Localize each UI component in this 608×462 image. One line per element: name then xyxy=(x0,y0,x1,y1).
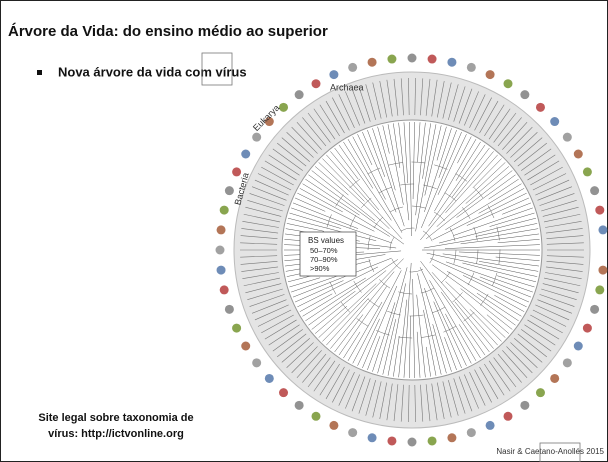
virus-icon xyxy=(574,150,583,159)
virus-icon xyxy=(217,266,226,275)
virus-icon xyxy=(329,421,338,430)
virus-icon xyxy=(295,401,304,410)
virus-icon xyxy=(329,70,338,79)
virus-icon xyxy=(598,266,607,275)
virus-icon xyxy=(225,305,234,314)
archaea-label: Archaea xyxy=(330,82,364,92)
virus-icon xyxy=(295,90,304,99)
virus-icon xyxy=(583,324,592,333)
virus-icon xyxy=(348,428,357,437)
virus-icon xyxy=(590,186,599,195)
virus-icon xyxy=(387,436,396,445)
virus-icon xyxy=(265,374,274,383)
legend-item: >90% xyxy=(310,264,330,273)
virus-icon xyxy=(216,246,225,255)
virus-icon xyxy=(232,324,241,333)
virus-icon xyxy=(595,285,604,294)
footnote-line: Site legal sobre taxonomia de xyxy=(38,412,193,424)
virus-icon xyxy=(312,79,321,88)
virus-icon xyxy=(428,436,437,445)
virus-icon xyxy=(252,358,261,367)
virus-icon xyxy=(252,133,261,142)
virus-icon xyxy=(368,58,377,67)
footnote-line: vírus: http://ictvonline.org xyxy=(48,428,184,440)
virus-icon xyxy=(504,79,513,88)
bullet-marker xyxy=(37,70,42,75)
virus-icon xyxy=(504,412,513,421)
virus-icon xyxy=(348,63,357,72)
virus-icon xyxy=(467,428,476,437)
credit: Nasir & Caetano-Anollés 2015 xyxy=(496,447,604,456)
virus-icon xyxy=(447,433,456,442)
virus-icon xyxy=(241,342,250,351)
legend-title: BS values xyxy=(308,236,344,245)
virus-icon xyxy=(225,186,234,195)
virus-icon xyxy=(312,412,321,421)
virus-icon xyxy=(368,433,377,442)
virus-icon xyxy=(520,90,529,99)
virus-icon xyxy=(279,388,288,397)
virus-icon xyxy=(563,358,572,367)
virus-icon xyxy=(595,206,604,215)
legend-item: 70–90% xyxy=(310,255,338,264)
virus-icon xyxy=(590,305,599,314)
virus-icon xyxy=(408,438,417,447)
virus-icon xyxy=(598,225,607,234)
virus-icon xyxy=(520,401,529,410)
virus-icon xyxy=(563,133,572,142)
virus-icon xyxy=(486,70,495,79)
bullet-text: Nova árvore da vida com vírus xyxy=(58,64,247,79)
virus-icon xyxy=(217,225,226,234)
slide-title: Árvore da Vida: do ensino médio ao super… xyxy=(8,23,328,40)
virus-icon xyxy=(550,374,559,383)
virus-icon xyxy=(467,63,476,72)
virus-icon xyxy=(220,285,229,294)
virus-icon xyxy=(387,55,396,64)
slide: Árvore da Vida: do ensino médio ao super… xyxy=(0,0,608,462)
virus-icon xyxy=(486,421,495,430)
virus-icon xyxy=(583,167,592,176)
virus-icon xyxy=(574,342,583,351)
virus-icon xyxy=(536,103,545,112)
virus-icon xyxy=(536,388,545,397)
virus-icon xyxy=(428,55,437,64)
virus-icon xyxy=(408,54,417,63)
virus-icon xyxy=(220,206,229,215)
virus-icon xyxy=(550,117,559,126)
virus-icon xyxy=(447,58,456,67)
legend-item: 50–70% xyxy=(310,246,338,255)
virus-icon xyxy=(241,150,250,159)
